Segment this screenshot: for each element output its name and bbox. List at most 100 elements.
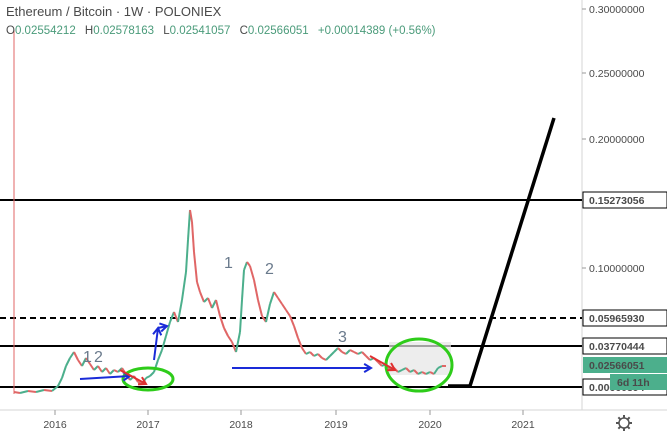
price-segment xyxy=(89,363,95,371)
price-segment xyxy=(421,371,427,375)
price-segment xyxy=(153,359,159,373)
price-segment xyxy=(185,239,189,273)
y-tick-label: 0.10000000 xyxy=(589,263,645,275)
price-segment xyxy=(281,303,287,311)
x-tick-label: 2018 xyxy=(229,419,253,431)
blue-arrow xyxy=(153,327,159,361)
price-segment xyxy=(81,357,87,367)
price-segment xyxy=(207,297,213,309)
price-segment xyxy=(289,315,295,327)
x-tick-label: 2021 xyxy=(511,419,535,431)
price-segment xyxy=(249,265,255,281)
last-price-badge xyxy=(583,357,667,373)
wave-label: 1 xyxy=(224,255,233,272)
y-tick-label: 0.25000000 xyxy=(589,68,645,80)
price-segment xyxy=(223,327,229,337)
price-segment xyxy=(365,355,371,361)
price-level-badge xyxy=(582,309,667,327)
price-segment xyxy=(77,359,83,367)
low-value: 0.02541057 xyxy=(169,25,231,37)
wave-label: 3 xyxy=(338,329,347,346)
highlight-box xyxy=(389,342,451,375)
price-segment xyxy=(161,335,167,351)
red-arrow xyxy=(119,369,147,385)
price-segment xyxy=(437,365,443,369)
price-segment xyxy=(149,371,155,377)
price-segment xyxy=(409,369,415,373)
price-segment xyxy=(397,369,403,373)
blue-arrow xyxy=(79,375,131,380)
price-segment xyxy=(35,389,45,393)
close-value: 0.02566051 xyxy=(247,25,309,37)
price-segment xyxy=(13,391,21,394)
red-arrow xyxy=(369,355,396,371)
price-segment xyxy=(357,351,363,355)
price-segment xyxy=(405,367,411,373)
price-segment xyxy=(85,357,91,365)
ohlc-readout: O0.02554212 H0.02578163 L0.02541057 C0.0… xyxy=(6,25,442,37)
price-segment xyxy=(341,351,347,355)
projection-line xyxy=(468,117,556,387)
green-ellipse xyxy=(121,366,175,392)
price-segment xyxy=(361,351,367,357)
price-segment xyxy=(269,291,275,305)
price-segment xyxy=(187,209,191,241)
price-segment xyxy=(309,351,315,357)
price-segment xyxy=(177,299,183,323)
interval: 1W xyxy=(123,4,144,19)
price-segment xyxy=(433,367,439,375)
price-segment xyxy=(61,365,67,379)
y-tick-label: 0.30000000 xyxy=(589,4,645,16)
price-level-label: 0.03770444 xyxy=(589,341,645,353)
x-tick-label: 2020 xyxy=(418,419,442,431)
price-segment xyxy=(196,281,201,293)
price-segment xyxy=(317,353,323,359)
price-segment xyxy=(337,347,343,353)
y-tick-label: 0.20000000 xyxy=(589,134,645,146)
high-label: H xyxy=(84,25,94,37)
price-segment xyxy=(293,325,299,339)
price-segment xyxy=(97,365,103,373)
open-label: O xyxy=(6,25,15,37)
price-segment xyxy=(199,291,205,303)
price-segment xyxy=(329,351,335,357)
price-level-label: 0.05965930 xyxy=(589,313,645,325)
price-segment xyxy=(145,375,151,379)
price-segment xyxy=(239,299,243,333)
price-segment xyxy=(109,369,115,375)
price-segment xyxy=(253,279,259,301)
countdown-label: 6d 11h xyxy=(617,377,650,389)
price-segment xyxy=(353,351,359,355)
price-segment xyxy=(191,221,195,253)
price-segment xyxy=(219,315,225,329)
price-segment xyxy=(19,390,29,394)
price-segment xyxy=(43,389,53,392)
price-segment xyxy=(57,377,63,387)
change-value: +0.00014389 (+0.56%) xyxy=(317,25,436,37)
open-value: 0.02554212 xyxy=(14,25,76,37)
x-tick-label: 2016 xyxy=(43,419,67,431)
price-level-badge xyxy=(582,337,667,355)
price-segment xyxy=(305,351,311,355)
blue-arrow-head xyxy=(363,363,373,373)
gear-icon xyxy=(616,415,632,431)
price-segment xyxy=(257,299,263,317)
price-segment xyxy=(321,357,327,361)
price-segment xyxy=(417,371,423,375)
price-segment xyxy=(169,311,175,323)
red-arrow-head xyxy=(386,362,397,372)
blue-arrow-head xyxy=(159,322,169,333)
price-level-label: 0.15273056 xyxy=(589,195,645,207)
price-segment xyxy=(377,361,383,367)
price-segment xyxy=(349,349,355,353)
price-segment xyxy=(241,269,245,301)
price-segment xyxy=(193,251,198,283)
symbol-name: Ethereum / Bitcoin xyxy=(6,4,113,19)
price-segment xyxy=(27,390,37,393)
countdown-badge xyxy=(610,374,667,390)
price-segment xyxy=(113,369,119,373)
price-segment xyxy=(425,371,431,375)
price-segment xyxy=(345,349,351,355)
price-level-badge xyxy=(582,191,667,209)
